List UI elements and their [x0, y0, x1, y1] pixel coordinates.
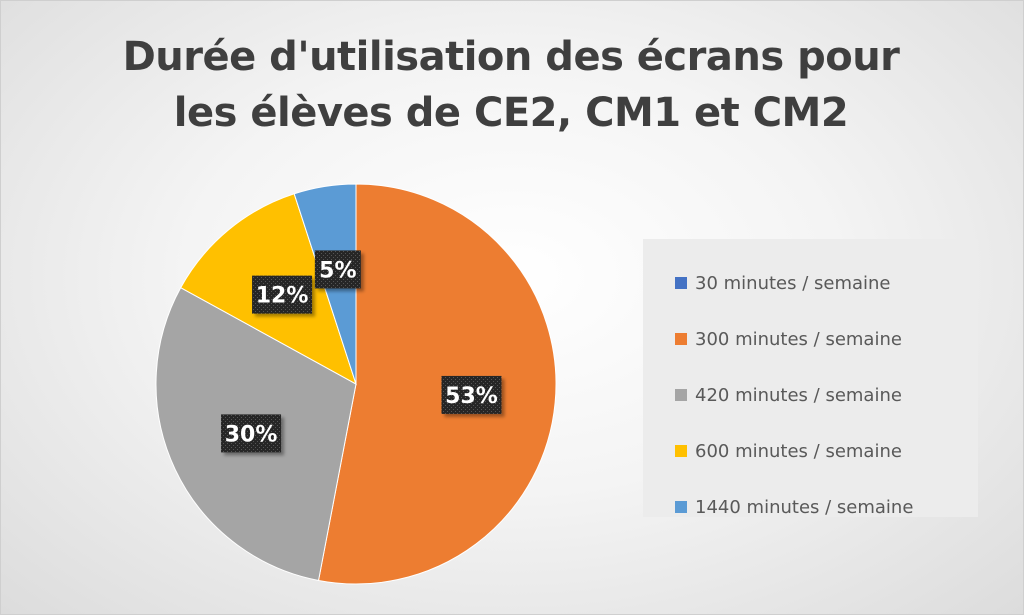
chart-title-line-2: les élèves de CE2, CM1 et CM2: [173, 90, 849, 136]
legend-item-300-minutes: 300 minutes / semaine: [675, 311, 978, 367]
data-label-300-minutes: 53%: [441, 375, 502, 414]
legend: 30 minutes / semaine 300 minutes / semai…: [643, 239, 978, 518]
legend-swatch: [675, 389, 687, 401]
data-label-background: [441, 375, 502, 414]
legend-swatch: [675, 445, 687, 457]
data-label-1440-minutes: 5%: [314, 250, 361, 289]
data-label-text: 30%: [225, 422, 278, 447]
pie-data-labels: 53% 30% 12% 5%: [221, 250, 502, 453]
legend-label: 30 minutes / semaine: [695, 272, 891, 294]
data-label-background: [314, 250, 361, 289]
legend-swatch: [675, 501, 687, 513]
data-label-text: 5%: [319, 258, 356, 283]
chart-title: Durée d'utilisation des écrans pour les …: [61, 29, 961, 141]
legend-label: 420 minutes / semaine: [695, 384, 902, 406]
legend-label: 1440 minutes / semaine: [695, 496, 914, 518]
legend-label: 600 minutes / semaine: [695, 440, 902, 462]
data-label-600-minutes: 12%: [252, 275, 313, 314]
legend-item-420-minutes: 420 minutes / semaine: [675, 367, 978, 423]
legend-item-1440-minutes: 1440 minutes / semaine: [675, 479, 978, 535]
legend-swatch: [675, 333, 687, 345]
data-label-420-minutes: 30%: [221, 414, 282, 453]
data-label-text: 53%: [445, 384, 498, 409]
chart-title-line-1: Durée d'utilisation des écrans pour: [122, 34, 900, 80]
legend-item-600-minutes: 600 minutes / semaine: [675, 423, 978, 479]
data-label-text: 12%: [256, 284, 309, 309]
data-label-background: [221, 414, 282, 453]
legend-item-30-minutes: 30 minutes / semaine: [675, 255, 978, 311]
legend-swatch: [675, 277, 687, 289]
pie-slice-300-minutes: [317, 183, 557, 585]
legend-label: 300 minutes / semaine: [695, 328, 902, 350]
data-label-background: [252, 275, 313, 314]
